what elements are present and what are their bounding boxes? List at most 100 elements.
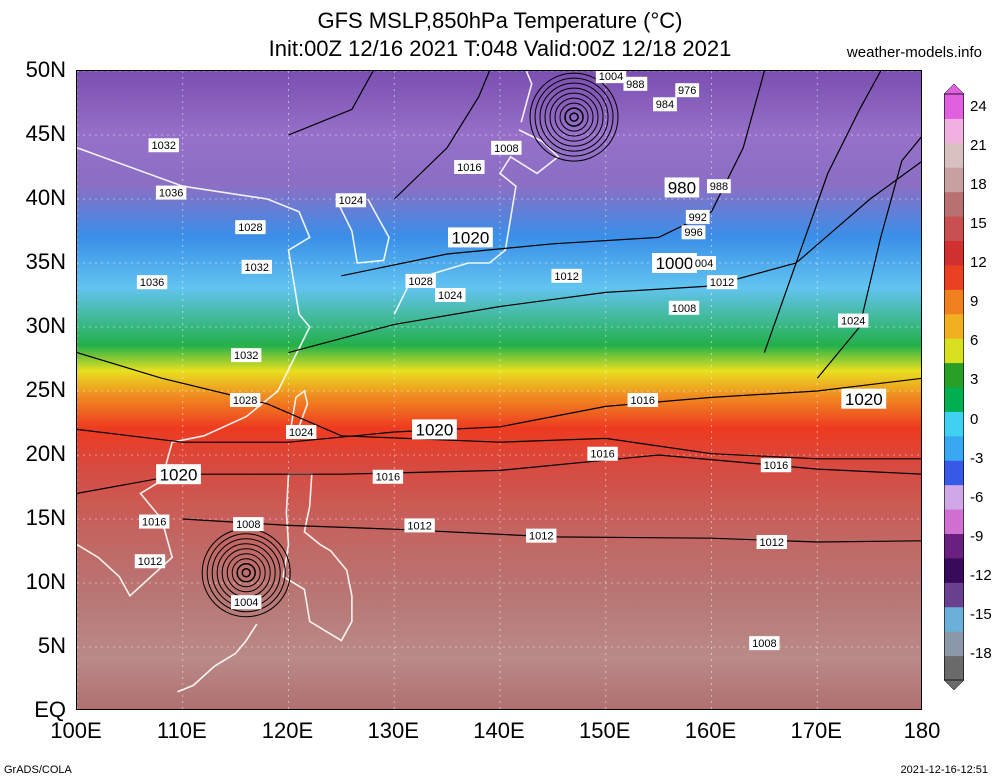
colorbar-segment	[944, 216, 964, 241]
colorbar-segment	[944, 118, 964, 144]
isobar-label-text: 1028	[238, 222, 262, 234]
isobar-label: 1020	[841, 388, 887, 409]
low-isobar-ring	[554, 97, 594, 137]
source-credit: weather-models.info	[846, 44, 982, 61]
isobar-label: 980	[664, 177, 700, 198]
isobar-label-bg	[372, 469, 404, 484]
low-isobar-ring	[226, 553, 266, 593]
colorbar-segment	[944, 264, 964, 290]
isobar-label-text: 1024	[289, 427, 313, 439]
isobar-contour	[393, 71, 490, 200]
isobar-label-bg	[235, 220, 266, 235]
isobar-label-text: 988	[626, 79, 644, 91]
isobar-label: 1028	[235, 220, 266, 235]
low-isobar-ring	[236, 563, 256, 583]
isobar-label-bg	[526, 528, 557, 543]
colorbar-segment	[944, 338, 964, 364]
isobar-label: 1012	[404, 518, 435, 533]
colorbar-segment	[944, 313, 964, 339]
isobar-label-bg	[653, 97, 677, 112]
isobar-label-text: 1012	[529, 531, 553, 543]
isobar-label-text: 1024	[339, 195, 363, 207]
colorbar-tick-label: -12	[970, 566, 992, 584]
isobar-label-bg	[841, 388, 887, 409]
low-pressure-center	[529, 72, 619, 162]
isobar-label-bg	[623, 76, 648, 91]
isobar-label: 988	[623, 76, 648, 91]
isobar-label-text: 1012	[138, 556, 162, 568]
isobar-label-bg	[447, 227, 493, 248]
latitude-tick-label: EQ	[34, 697, 66, 722]
colorbar-segment	[944, 362, 964, 388]
isobar-contour	[77, 454, 921, 494]
isobar-label-text: 976	[678, 85, 696, 97]
colorbar-segment	[944, 557, 964, 583]
colorbar-segment	[944, 606, 964, 632]
isobar-contour	[288, 161, 921, 354]
isobar-label-bg	[491, 140, 522, 155]
isobar-label-bg	[756, 535, 787, 550]
colorbar-segment	[944, 142, 964, 168]
isobar-label-text: 1012	[760, 537, 784, 549]
isobar-label: 988	[707, 179, 731, 194]
isobar-label-text: 1020	[451, 229, 489, 248]
isobar-label-bg	[412, 419, 457, 440]
colorbar-tick-label: 3	[970, 371, 979, 389]
isobar-label-bg	[231, 595, 262, 610]
latitude-tick-label: 20N	[25, 441, 66, 466]
low-isobar-ring	[534, 77, 614, 157]
isobar-label-bg	[681, 225, 706, 240]
isobar-label-bg	[685, 209, 710, 224]
isobar-label-text: 988	[710, 181, 728, 193]
isobar-label-text: 1008	[672, 303, 696, 315]
colorbar-tick-label: 12	[970, 254, 987, 272]
isobar-label: 1004	[231, 595, 262, 610]
isobar-label-text: 1020	[160, 465, 198, 484]
colorbar-segment	[944, 167, 964, 193]
coastline-path	[520, 71, 533, 123]
colorbar-segment	[944, 509, 964, 534]
isobar-label-bg	[707, 179, 731, 194]
low-isobar-ring	[231, 558, 261, 588]
isobar-label-text: 1012	[710, 277, 734, 289]
isobar-label-text: 1036	[140, 277, 164, 289]
isobar-label: 996	[681, 225, 706, 240]
isobar-label: 1020	[447, 227, 493, 248]
colorbar-segment	[944, 533, 964, 559]
isobar-contour	[77, 377, 921, 443]
latitude-tick-label: 15N	[25, 505, 66, 530]
latitude-tick-label: 25N	[25, 377, 66, 402]
isobar-label-bg	[136, 275, 168, 290]
colorbar-segment	[944, 191, 964, 217]
isobar-label: 1036	[155, 185, 187, 200]
isobar-label: 992	[685, 209, 710, 224]
isobar-label-bg	[595, 71, 627, 84]
isobar-label: 1008	[233, 517, 264, 532]
isobar-contour	[288, 71, 374, 136]
isobar-label-text: 1028	[408, 276, 432, 288]
low-isobar-ring	[559, 102, 589, 132]
low-isobar-ring	[206, 533, 286, 613]
colorbar-segment	[944, 435, 964, 461]
chart-title-line1: GFS MSLP,850hPa Temperature (°C)	[317, 8, 683, 33]
colorbar-tick-label: 21	[970, 137, 987, 155]
isobar-label-bg	[551, 268, 582, 283]
isobar-label: 1024	[838, 313, 869, 328]
isobar-label: 1012	[706, 275, 738, 290]
colorbar-tick-label: 18	[970, 176, 987, 194]
isobar-label: 1008	[749, 636, 780, 651]
isobar-label: 1012	[756, 535, 787, 550]
isobar-label: 1016	[454, 160, 485, 174]
isobar-label: 1024	[335, 193, 367, 208]
isobar-label-bg	[706, 275, 738, 290]
isobar-label-text: 1016	[457, 162, 481, 174]
colorbar-tick-label: -18	[970, 644, 992, 662]
graticule	[77, 71, 921, 709]
isobar-label-text: 980	[668, 179, 696, 198]
isobar-label: 1000	[652, 253, 697, 273]
isobar-label: 1016	[587, 446, 618, 461]
colorbar-min-arrow	[944, 679, 964, 690]
colorbar-segment	[944, 460, 964, 486]
isobar-label-text: 1036	[159, 188, 183, 200]
isobar-label-text: 984	[656, 99, 674, 111]
